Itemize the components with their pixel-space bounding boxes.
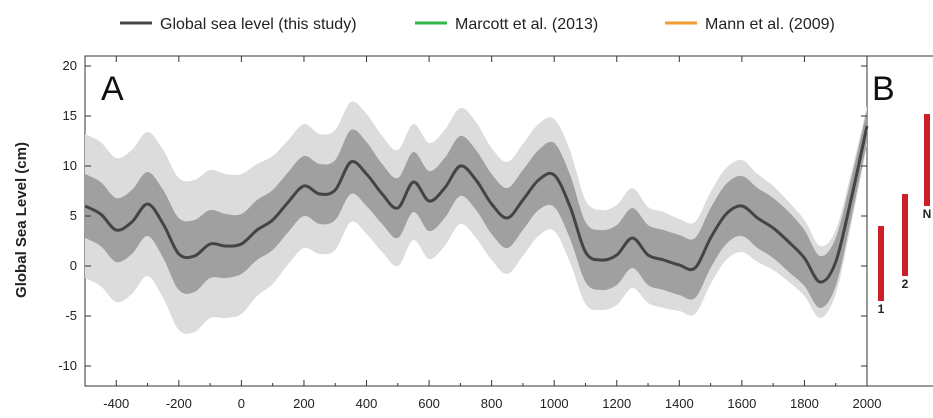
panel-b-bars: 1 2 N (878, 114, 932, 316)
panel-b-bar (878, 226, 884, 301)
x-tick-label: 200 (293, 396, 315, 411)
y-tick-label: -10 (58, 358, 77, 373)
x-tick-label: 600 (418, 396, 440, 411)
y-tick-label: 0 (70, 258, 77, 273)
x-tick-label: 1800 (790, 396, 819, 411)
panel-a: -400 -200 0 200 400 600 800 1000 1200 1400 1600 180… (13, 55, 882, 411)
y-axis-label: Global Sea Level (cm) (13, 142, 30, 298)
x-tick-label: 2000 (853, 396, 882, 411)
panel-b-bar (924, 114, 930, 206)
legend-label: Marcott et al. (2013) (455, 16, 598, 33)
legend-item: Global sea level (this study) (120, 16, 357, 33)
panel-b-bar-label: 1 (878, 302, 885, 316)
x-tick-label: -200 (166, 396, 192, 411)
x-tick-label: 1600 (727, 396, 756, 411)
uncertainty-band-inner (85, 110, 867, 308)
sea-level-line (84, 125, 869, 284)
y-tick-label: 10 (63, 158, 77, 173)
panel-b-bar-label: N (923, 207, 932, 221)
x-tick-label: 0 (238, 396, 245, 411)
x-axis: -400 -200 0 200 400 600 800 1000 1200 1400 1600 180… (84, 56, 882, 411)
y-axis: -10 -5 0 5 10 15 20 (58, 58, 867, 373)
panel-b: B 1 2 N (867, 55, 933, 387)
y-tick-label: 5 (70, 208, 77, 223)
legend-label: Mann et al. (2009) (705, 16, 835, 33)
legend-item: Marcott et al. (2013) (415, 16, 598, 33)
x-tick-label: 400 (356, 396, 378, 411)
y-tick-label: -5 (65, 308, 77, 323)
legend: Global sea level (this study) Marcott et … (120, 16, 835, 33)
legend-item: Mann et al. (2009) (665, 16, 835, 33)
y-tick-label: 20 (63, 58, 77, 73)
x-tick-label: 1400 (665, 396, 694, 411)
panel-b-bar-label: 2 (902, 277, 909, 291)
x-tick-label: 1200 (602, 396, 631, 411)
legend-label: Global sea level (this study) (160, 16, 357, 33)
x-tick-label: 1000 (540, 396, 569, 411)
x-tick-label: 800 (481, 396, 503, 411)
panel-b-letter: B (872, 70, 895, 108)
panel-b-bar (902, 194, 908, 276)
x-tick-label: -400 (103, 396, 129, 411)
panel-a-letter: A (101, 70, 124, 108)
y-tick-label: 15 (63, 108, 77, 123)
